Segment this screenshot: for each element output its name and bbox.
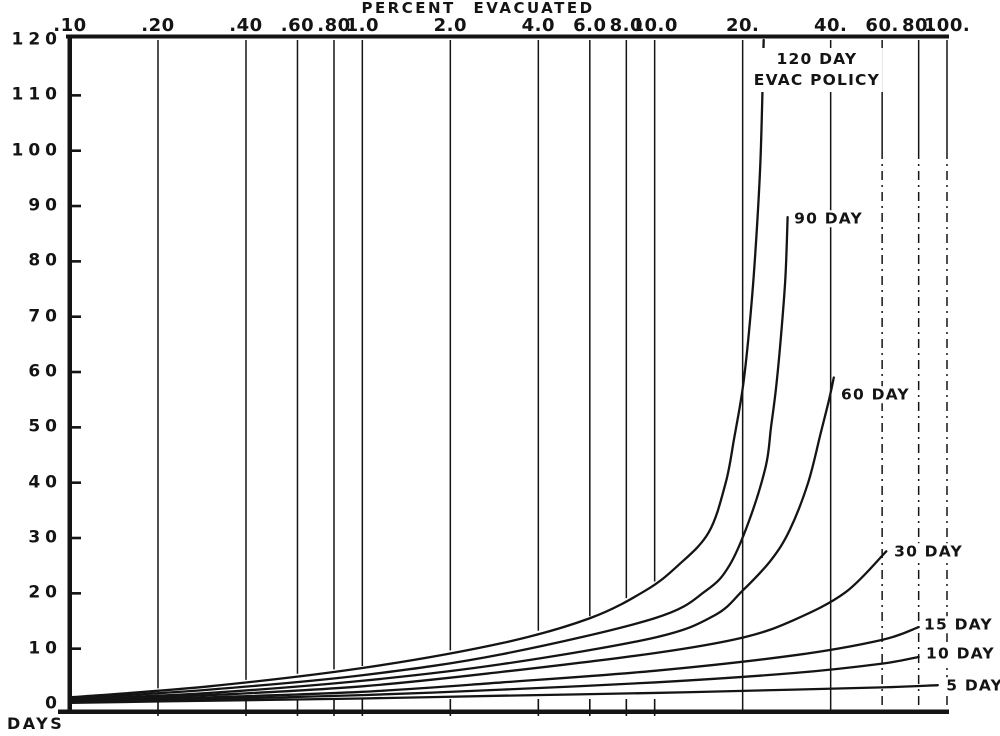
curve-label-120-day-line: 120 DAY [776,49,858,68]
curve-label-60-day: 60 DAY [838,385,913,404]
y-tick-label-0: 0 [45,693,62,714]
y-axis-title: DAYS [7,714,65,733]
x-tick-label-2.0: 2.0 [433,15,468,36]
y-tick-mark [70,260,81,263]
x-tick-label-8.0: 8.0 [609,15,644,36]
y-tick-label-10: 10 [28,638,62,659]
series-curve-15-day [68,625,920,703]
series-curve-10-day [68,655,920,704]
x-tick-label-6.0: 6.0 [573,15,607,36]
curve-label-120-day: 120 DAY EVAC POLICY [750,47,884,92]
y-tick-mark [70,647,81,650]
y-tick-mark [70,370,81,374]
left-axis-line [67,34,72,714]
x-tick-label-60.: 60. [865,15,899,36]
curve-label-120-day-line: EVAC POLICY [753,70,881,89]
y-tick-label-20: 20 [28,582,62,603]
y-tick-label-110: 110 [11,84,62,105]
curve-label-15-day: 15 DAY [921,616,996,634]
x-tick-label-1.0: 1.0 [345,15,380,36]
series-curve-60-day [68,376,835,701]
x-tick-label-.40: .40 [229,15,263,36]
y-tick-mark [70,315,81,318]
y-tick-mark [70,481,81,484]
curve-label-90-day: 90 DAY [791,210,866,228]
y-tick-label-100: 100 [11,140,62,161]
x-axis-title: PERCENT EVACUATED [361,0,595,17]
y-tick-label-50: 50 [28,416,62,437]
y-tick-mark [70,426,81,429]
y-tick-label-90: 90 [28,195,62,216]
x-tick-label-80.: 80. [901,15,936,36]
x-tick-label-100.: 100. [923,15,971,36]
y-tick-label-30: 30 [28,527,62,548]
y-tick-mark [70,536,81,540]
y-tick-mark [70,592,81,595]
y-tick-mark [70,149,81,152]
y-tick-label-40: 40 [28,472,62,493]
y-tick-label-70: 70 [28,306,62,327]
y-tick-mark [70,204,81,208]
x-tick-label-4.0: 4.0 [521,15,556,36]
curve-label-5-day: 5 DAY [943,676,1000,695]
x-tick-label-40.: 40. [813,15,848,36]
series-curve-90-day [68,215,789,700]
series-curve-30-day [68,550,888,702]
y-tick-mark [70,94,81,97]
series-curve-120-day [68,38,765,699]
series-curve-5-day [68,684,939,705]
x-tick-label-.60: .60 [280,15,315,36]
x-tick-label-10.0: 10.0 [631,15,678,36]
y-tick-label-120: 120 [11,29,62,50]
bottom-axis-line [58,709,949,714]
x-tick-label-.20: .20 [141,15,175,36]
curve-label-30-day: 30 DAY [891,543,966,561]
top-axis-line [66,34,949,39]
curve-label-10-day: 10 DAY [923,645,998,663]
x-tick-label-.80: .80 [317,15,351,36]
x-tick-label-20.: 20. [725,15,760,36]
x-tick-label-.10: .10 [53,15,87,36]
y-tick-label-80: 80 [28,250,62,271]
y-tick-label-60: 60 [28,361,62,382]
